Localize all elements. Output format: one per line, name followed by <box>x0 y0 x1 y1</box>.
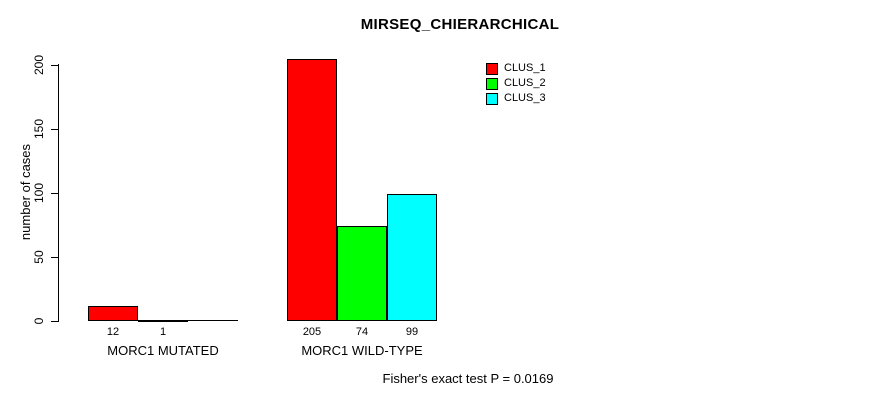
chart-title: MIRSEQ_CHIERARCHICAL <box>360 16 560 33</box>
bar <box>387 194 437 321</box>
legend: CLUS_1 CLUS_2 CLUS_3 <box>486 61 546 106</box>
bar <box>188 320 238 321</box>
y-axis-line <box>58 64 59 322</box>
y-tick-label: 200 <box>32 54 46 76</box>
bar <box>138 320 188 322</box>
y-tick <box>51 321 58 322</box>
bar <box>88 306 138 321</box>
bar <box>337 226 387 321</box>
y-tick <box>51 257 58 258</box>
bar-value-label: 12 <box>106 326 120 338</box>
y-tick-label: 50 <box>32 250 46 264</box>
y-tick <box>51 129 58 130</box>
y-tick-label: 100 <box>32 182 46 204</box>
bar-value-label: 99 <box>405 326 419 338</box>
bar <box>287 59 337 321</box>
bar-value-label: 1 <box>159 326 167 338</box>
annotation-fisher-test: Fisher's exact test P = 0.0169 <box>382 371 554 386</box>
y-tick-label: 150 <box>32 118 46 140</box>
legend-swatch-icon <box>486 92 498 105</box>
legend-row: CLUS_3 <box>486 91 546 106</box>
y-tick-label: 0 <box>32 317 46 325</box>
y-tick <box>51 65 58 66</box>
legend-label: CLUS_2 <box>504 77 546 89</box>
legend-swatch-icon <box>486 62 498 75</box>
legend-row: CLUS_2 <box>486 76 546 91</box>
bar-value-label: 205 <box>302 326 322 338</box>
legend-swatch-icon <box>486 77 498 90</box>
y-tick <box>51 193 58 194</box>
legend-label: CLUS_1 <box>504 62 546 74</box>
bar-value-label: 74 <box>355 326 369 338</box>
group-label: MORC1 MUTATED <box>107 343 219 358</box>
legend-label: CLUS_3 <box>504 92 546 104</box>
legend-row: CLUS_1 <box>486 61 546 76</box>
y-axis-title: number of cases <box>18 143 33 241</box>
group-label: MORC1 WILD-TYPE <box>301 343 423 358</box>
